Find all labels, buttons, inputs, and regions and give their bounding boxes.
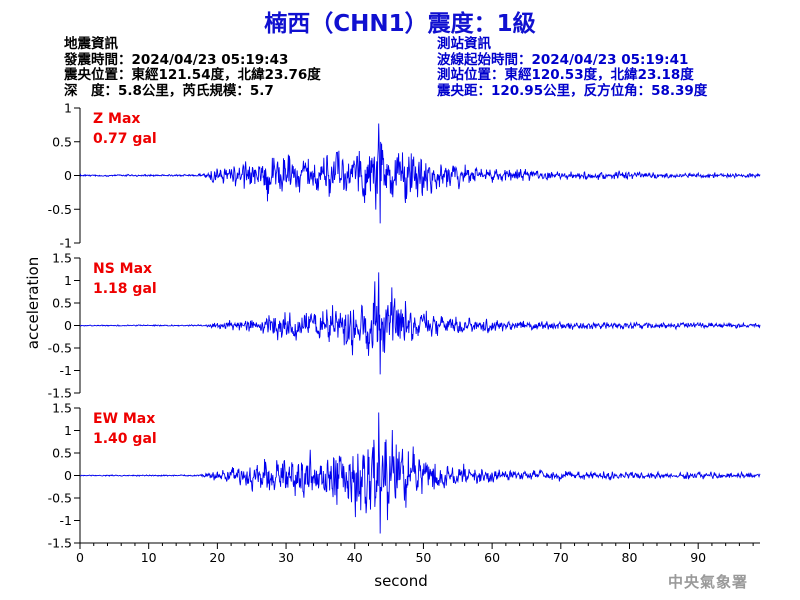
agency-watermark: 中央氣象署 — [667, 573, 748, 591]
panel-z: -1 -0.5 0 0.5 1 Z Max 0.77 gal — [48, 101, 761, 251]
x-tick-label: 0 — [76, 550, 84, 565]
y-tick-label: -0.5 — [48, 202, 72, 217]
y-tick-label: -0.5 — [48, 341, 72, 356]
max-value-label: 1.40 gal — [93, 431, 157, 447]
waveform-trace — [79, 412, 761, 534]
y-tick-label: 0 — [64, 168, 72, 183]
max-value-label: 0.77 gal — [93, 131, 157, 147]
y-tick-label: 0 — [64, 468, 72, 483]
wave-start-text: 波線起始時間：2024/04/23 05:19:41 — [437, 51, 689, 68]
y-tick-label: -1 — [60, 513, 72, 528]
y-tick-label: -1.5 — [48, 386, 72, 401]
y-tick-label: 1 — [64, 273, 72, 288]
y-tick-label: 1.5 — [52, 251, 72, 266]
station-info-block: 測站資訊 波線起始時間：2024/04/23 05:19:41 測站位置：東經1… — [437, 36, 708, 99]
chart-title: 楠西（CHN1）震度：1級 — [264, 11, 536, 37]
station-info-heading: 測站資訊 — [437, 36, 491, 52]
depth-magnitude-text: 深 度：5.8公里，芮氏規模：5.7 — [64, 82, 274, 99]
y-tick-label: -1 — [60, 363, 72, 378]
x-tick-label: 60 — [484, 550, 500, 565]
y-tick-label: -1.5 — [48, 536, 72, 551]
y-tick-label: 0.5 — [52, 134, 72, 149]
x-tick-label: 20 — [209, 550, 225, 565]
y-tick-label: 1.5 — [52, 401, 72, 416]
y-tick-label: 0.5 — [52, 296, 72, 311]
y-tick-label: 0 — [64, 318, 72, 333]
x-axis-label: second — [374, 572, 428, 590]
panel-ew: -1.5 -1 -0.5 0 0.5 1 1.5 EW Max 1.40 gal — [48, 401, 761, 551]
panel-ns: -1.5 -1 -0.5 0 0.5 1 1.5 NS Max 1.18 gal — [48, 251, 761, 401]
y-axis-label: acceleration — [24, 257, 42, 349]
y-tick-label: -1 — [60, 236, 72, 251]
component-label: EW Max — [93, 411, 155, 427]
y-tick-label: 1 — [64, 101, 72, 116]
event-info-heading: 地震資訊 — [64, 36, 118, 52]
x-tick-label: 30 — [278, 550, 294, 565]
epicentral-distance-text: 震央距：120.95公里，反方位角：58.39度 — [437, 82, 708, 99]
x-tick-label: 50 — [415, 550, 431, 565]
component-label: NS Max — [93, 261, 152, 277]
x-axis: 0 10 20 30 40 50 60 70 80 90 — [76, 542, 760, 565]
event-info-block: 地震資訊 發震時間：2024/04/23 05:19:43 震央位置：東經121… — [64, 36, 321, 99]
y-tick-label: 0.5 — [52, 446, 72, 461]
station-location-text: 測站位置：東經120.53度，北緯23.18度 — [437, 67, 694, 83]
origin-time-text: 發震時間：2024/04/23 05:19:43 — [64, 51, 289, 68]
waveform-trace — [79, 272, 761, 375]
x-tick-label: 10 — [141, 550, 157, 565]
component-label: Z Max — [93, 111, 140, 127]
panels-group: -1 -0.5 0 0.5 1 Z Max 0.77 gal -1.5 -1 -0.5 0 0.5 1 1… — [48, 101, 761, 551]
waveform-trace — [79, 123, 761, 224]
x-tick-label: 90 — [690, 550, 706, 565]
epicenter-text: 震央位置：東經121.54度，北緯23.76度 — [64, 67, 321, 83]
max-value-label: 1.18 gal — [93, 281, 157, 297]
x-tick-label: 40 — [347, 550, 363, 565]
x-tick-label: 70 — [553, 550, 569, 565]
y-tick-label: 1 — [64, 423, 72, 438]
x-tick-label: 80 — [622, 550, 638, 565]
y-tick-label: -0.5 — [48, 491, 72, 506]
